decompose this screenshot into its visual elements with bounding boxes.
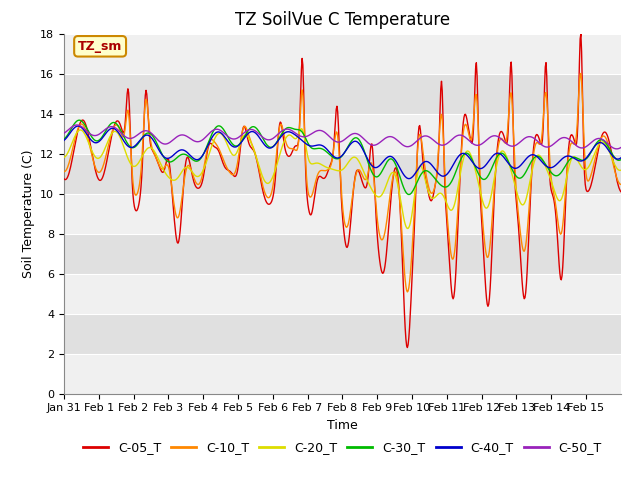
- Line: C-20_T: C-20_T: [64, 129, 621, 228]
- C-10_T: [404, 289, 412, 295]
- C-20_T: [433, 193, 440, 199]
- C-30_T: [277, 132, 285, 138]
- C-05_T: [617, 189, 625, 194]
- C-20_T: [255, 164, 263, 170]
- C-20_T: [125, 158, 133, 164]
- C-30_T: [60, 136, 68, 142]
- C-40_T: [256, 135, 264, 141]
- C-40_T: [228, 144, 236, 149]
- Line: C-05_T: C-05_T: [64, 34, 621, 348]
- C-10_T: [400, 259, 408, 265]
- C-10_T: [60, 168, 68, 174]
- Line: C-40_T: C-40_T: [64, 126, 621, 179]
- C-50_T: [432, 139, 440, 145]
- Bar: [64, 193, 621, 234]
- C-30_T: [228, 141, 236, 147]
- C-40_T: [277, 134, 285, 140]
- C-30_T: [76, 117, 83, 123]
- C-10_T: [125, 119, 133, 124]
- C-40_T: [74, 123, 82, 129]
- C-30_T: [433, 178, 440, 183]
- C-40_T: [60, 137, 68, 143]
- C-05_T: [228, 170, 236, 176]
- C-40_T: [617, 155, 625, 161]
- C-05_T: [432, 180, 440, 185]
- C-50_T: [256, 132, 264, 138]
- C-10_T: [228, 171, 236, 177]
- Text: TZ_sm: TZ_sm: [78, 40, 122, 53]
- C-40_T: [405, 176, 413, 181]
- C-05_T: [276, 119, 284, 125]
- C-20_T: [60, 155, 68, 160]
- C-05_T: [577, 31, 585, 36]
- C-30_T: [617, 157, 625, 163]
- C-40_T: [433, 168, 440, 174]
- Legend: C-05_T, C-10_T, C-20_T, C-30_T, C-40_T, C-50_T: C-05_T, C-10_T, C-20_T, C-30_T, C-40_T, …: [78, 436, 607, 459]
- C-10_T: [276, 122, 284, 128]
- X-axis label: Time: Time: [327, 419, 358, 432]
- C-30_T: [256, 131, 264, 136]
- C-05_T: [400, 294, 408, 300]
- Bar: [64, 354, 621, 394]
- Title: TZ SoilVue C Temperature: TZ SoilVue C Temperature: [235, 11, 450, 29]
- C-30_T: [126, 144, 134, 149]
- C-20_T: [404, 226, 412, 231]
- C-50_T: [126, 135, 134, 141]
- C-40_T: [401, 173, 408, 179]
- Bar: [64, 114, 621, 154]
- Line: C-30_T: C-30_T: [64, 120, 621, 194]
- C-50_T: [228, 136, 236, 142]
- C-05_T: [255, 170, 263, 176]
- C-30_T: [401, 187, 408, 192]
- Bar: [64, 234, 621, 274]
- Line: C-10_T: C-10_T: [64, 73, 621, 292]
- C-50_T: [277, 129, 285, 134]
- C-20_T: [298, 126, 305, 132]
- C-50_T: [617, 144, 625, 150]
- C-20_T: [617, 168, 625, 173]
- C-30_T: [405, 192, 413, 197]
- Line: C-50_T: C-50_T: [64, 125, 621, 149]
- C-10_T: [617, 181, 625, 187]
- C-10_T: [255, 168, 263, 173]
- Bar: [64, 313, 621, 354]
- Bar: [64, 34, 621, 73]
- C-10_T: [432, 180, 440, 185]
- C-05_T: [125, 102, 133, 108]
- C-20_T: [276, 150, 284, 156]
- C-05_T: [60, 176, 68, 182]
- Bar: [64, 274, 621, 313]
- Bar: [64, 0, 621, 34]
- C-50_T: [612, 146, 620, 152]
- Bar: [64, 154, 621, 193]
- C-50_T: [401, 143, 408, 149]
- C-50_T: [73, 122, 81, 128]
- Y-axis label: Soil Temperature (C): Soil Temperature (C): [22, 149, 35, 278]
- C-10_T: [577, 71, 585, 76]
- C-20_T: [401, 218, 408, 224]
- Bar: [64, 73, 621, 114]
- C-40_T: [126, 144, 134, 150]
- C-20_T: [228, 151, 236, 156]
- C-05_T: [404, 345, 412, 350]
- C-50_T: [60, 130, 68, 136]
